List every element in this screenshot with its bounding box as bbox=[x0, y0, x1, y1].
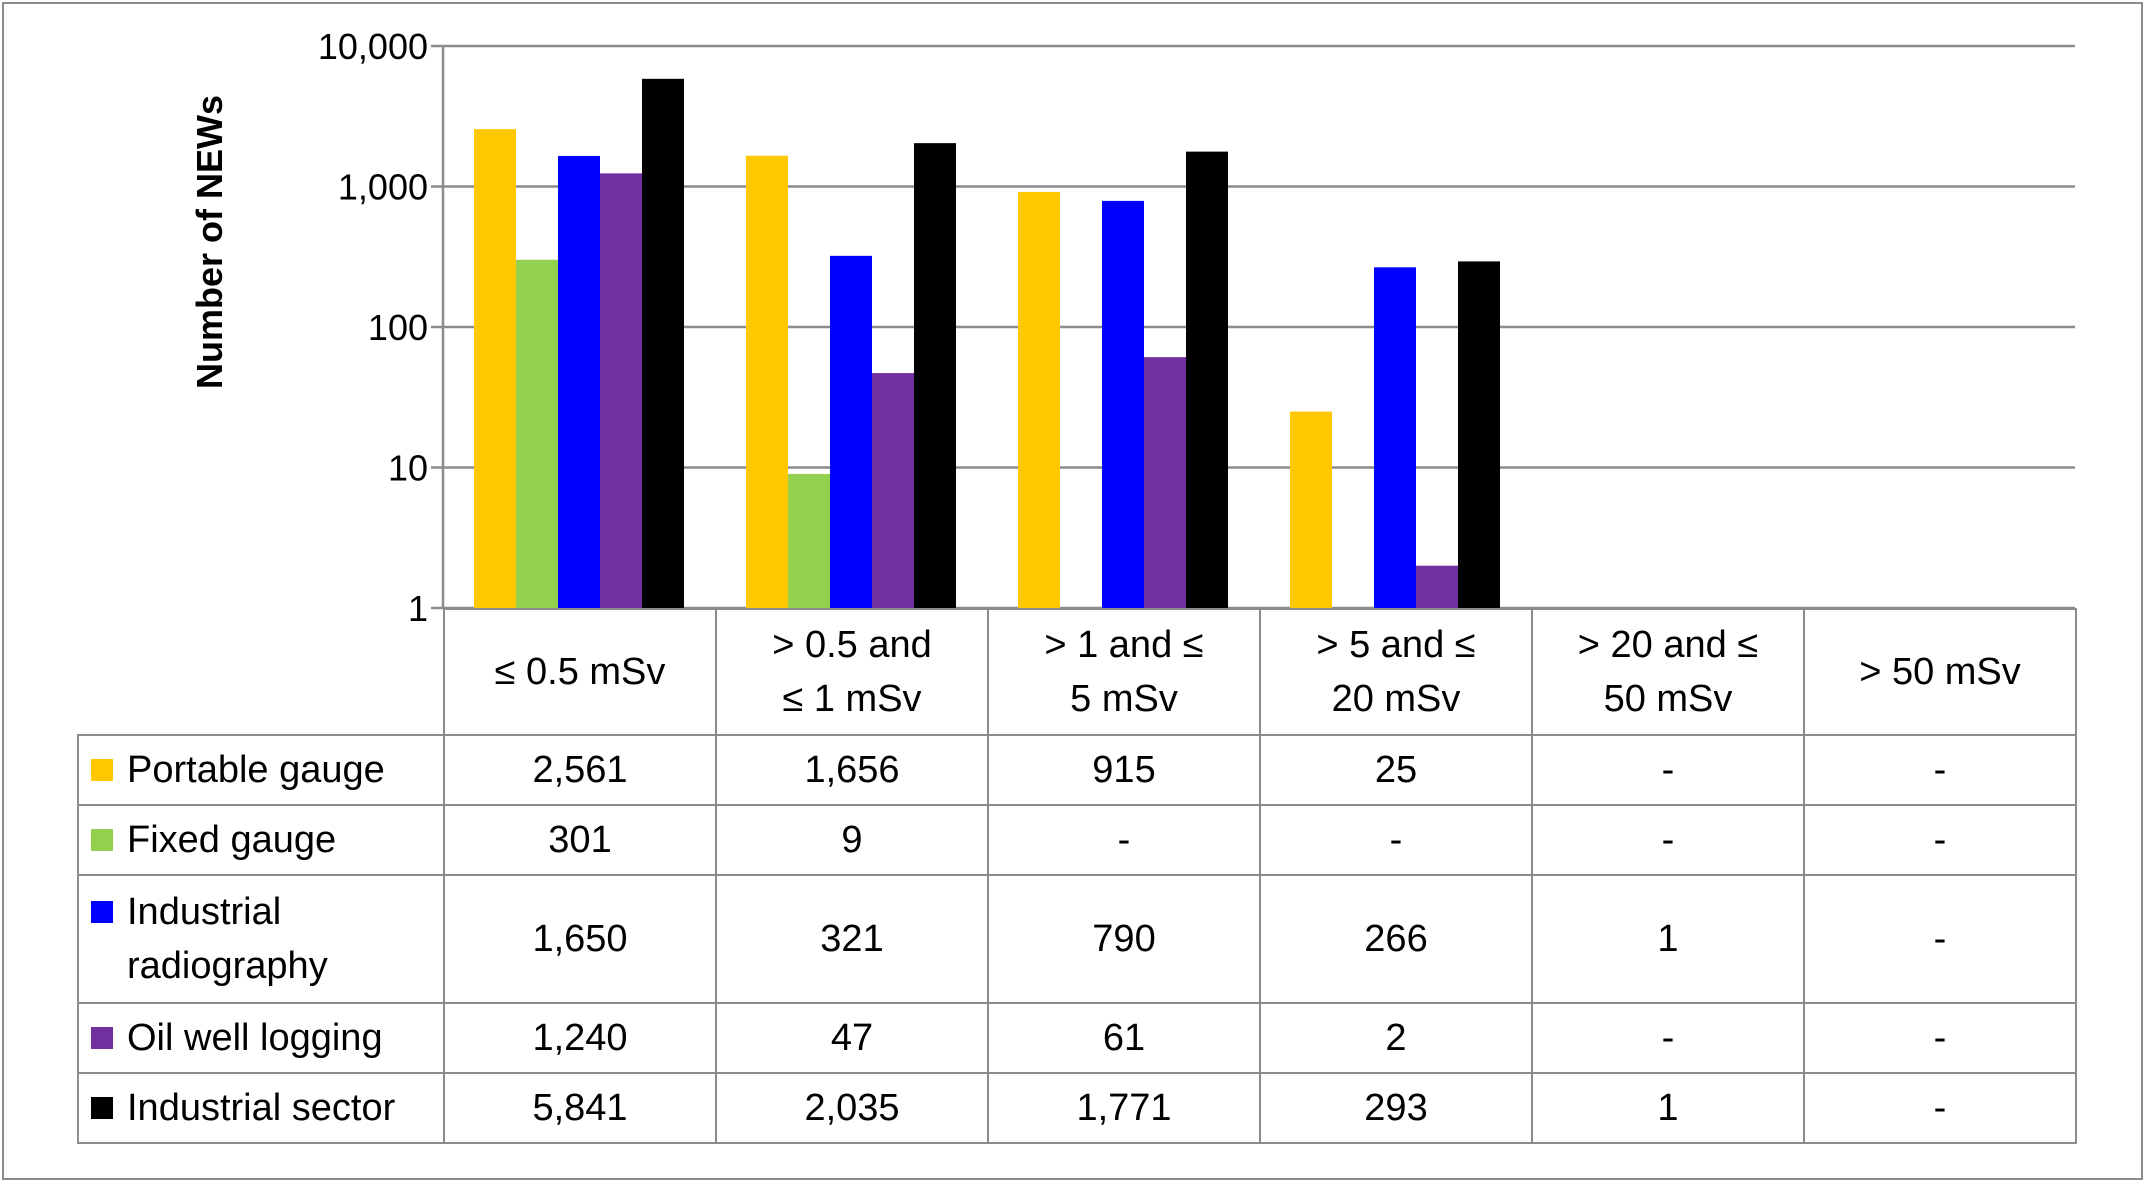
data-value-cell: - bbox=[1803, 1072, 2077, 1144]
series-name: Industrial sector bbox=[127, 1087, 396, 1129]
data-value-cell: 2,035 bbox=[715, 1072, 989, 1144]
category-label: > 1 and ≤ 5 mSv bbox=[987, 608, 1261, 736]
category-label: ≤ 0.5 mSv bbox=[443, 608, 717, 736]
data-value-cell: - bbox=[1803, 874, 2077, 1004]
table-row: Oil well logging 1,240 47 61 2- - bbox=[77, 1002, 2077, 1074]
y-tick-label: 10,000 bbox=[318, 26, 428, 67]
series-name: Oil well logging bbox=[127, 1017, 383, 1059]
legend-swatch bbox=[91, 901, 113, 923]
data-value-cell: 321 bbox=[715, 874, 989, 1004]
bar bbox=[1018, 191, 1060, 608]
data-value-cell: 1,650 bbox=[443, 874, 717, 1004]
bar bbox=[872, 373, 914, 608]
data-value-cell: 1,240 bbox=[443, 1002, 717, 1074]
bar bbox=[642, 78, 684, 609]
bar bbox=[600, 173, 642, 608]
table-row: Industrial sector 5,841 2,035 1,771 293 1- bbox=[77, 1072, 2077, 1144]
data-value-cell: - bbox=[1259, 804, 1533, 876]
bar bbox=[474, 129, 516, 608]
legend-swatch bbox=[91, 829, 113, 851]
category-label: > 0.5 and ≤ 1 mSv bbox=[715, 608, 989, 736]
category-label: > 5 and ≤ 20 mSv bbox=[1259, 608, 1533, 736]
series-label-cell: Portable gauge bbox=[77, 734, 445, 806]
data-value-cell: 1,771 bbox=[987, 1072, 1261, 1144]
bar bbox=[746, 155, 788, 608]
y-tick-label: 10 bbox=[388, 448, 428, 489]
series-label-cell: Industrial radiography bbox=[77, 874, 445, 1004]
series-name: Industrial radiography bbox=[127, 891, 328, 987]
legend-swatch bbox=[91, 759, 113, 781]
data-value-cell: 25 bbox=[1259, 734, 1533, 806]
data-value-cell: - bbox=[1531, 734, 1805, 806]
bar bbox=[788, 473, 830, 608]
data-value-cell: 5,841 bbox=[443, 1072, 717, 1144]
legend-swatch bbox=[91, 1097, 113, 1119]
table-row: Fixed gauge 301 9- - - - bbox=[77, 804, 2077, 876]
data-value-cell: 2,561 bbox=[443, 734, 717, 806]
bar bbox=[1144, 357, 1186, 608]
data-value-cell: - bbox=[1803, 804, 2077, 876]
bar bbox=[1290, 411, 1332, 608]
data-value-cell: - bbox=[1803, 734, 2077, 806]
data-value-cell: 790 bbox=[987, 874, 1261, 1004]
data-value-cell: 1 bbox=[1531, 874, 1805, 1004]
data-value-cell: 1 bbox=[1531, 1072, 1805, 1144]
data-value-cell: 915 bbox=[987, 734, 1261, 806]
series-name: Portable gauge bbox=[127, 749, 385, 791]
bar bbox=[914, 143, 956, 608]
series-label-cell: Industrial sector bbox=[77, 1072, 445, 1144]
y-tick-label: 1,000 bbox=[338, 167, 428, 208]
data-value-cell: 2 bbox=[1259, 1002, 1533, 1074]
table-corner bbox=[78, 609, 445, 736]
data-value-cell: 293 bbox=[1259, 1072, 1533, 1144]
bar bbox=[1416, 565, 1458, 608]
bar bbox=[1102, 200, 1144, 608]
series-label-cell: Oil well logging bbox=[77, 1002, 445, 1074]
data-table: ≤ 0.5 mSv > 0.5 and ≤ 1 mSv > 1 and ≤ 5 mS… bbox=[77, 608, 2077, 1144]
bar bbox=[558, 155, 600, 608]
data-value-cell: 61 bbox=[987, 1002, 1261, 1074]
bar bbox=[1374, 267, 1416, 608]
data-value-cell: 47 bbox=[715, 1002, 989, 1074]
y-tick-label: 100 bbox=[368, 307, 428, 348]
data-value-cell: 301 bbox=[443, 804, 717, 876]
bar bbox=[1458, 261, 1500, 608]
table-row: Portable gauge 2,561 1,656 915 25- - bbox=[77, 734, 2077, 806]
data-value-cell: - bbox=[1531, 1002, 1805, 1074]
bar bbox=[516, 259, 558, 608]
data-value-cell: - bbox=[1531, 804, 1805, 876]
series-name: Fixed gauge bbox=[127, 819, 337, 861]
category-label: > 20 and ≤ 50 mSv bbox=[1531, 608, 1805, 736]
legend-swatch bbox=[91, 1027, 113, 1049]
data-value-cell: 1,656 bbox=[715, 734, 989, 806]
category-label: > 50 mSv bbox=[1803, 608, 2077, 736]
y-axis-label: Number of NEWs bbox=[189, 95, 230, 389]
data-value-cell: 266 bbox=[1259, 874, 1533, 1004]
bar bbox=[1186, 151, 1228, 608]
table-header-row: ≤ 0.5 mSv > 0.5 and ≤ 1 mSv > 1 and ≤ 5 mS… bbox=[78, 608, 2077, 736]
data-value-cell: - bbox=[987, 804, 1261, 876]
data-value-cell: 9 bbox=[715, 804, 989, 876]
data-value-cell: - bbox=[1803, 1002, 2077, 1074]
series-label-cell: Fixed gauge bbox=[77, 804, 445, 876]
bar bbox=[830, 255, 872, 608]
table-row: Industrial radiography 1,650 321 790 266 1- bbox=[77, 874, 2077, 1004]
